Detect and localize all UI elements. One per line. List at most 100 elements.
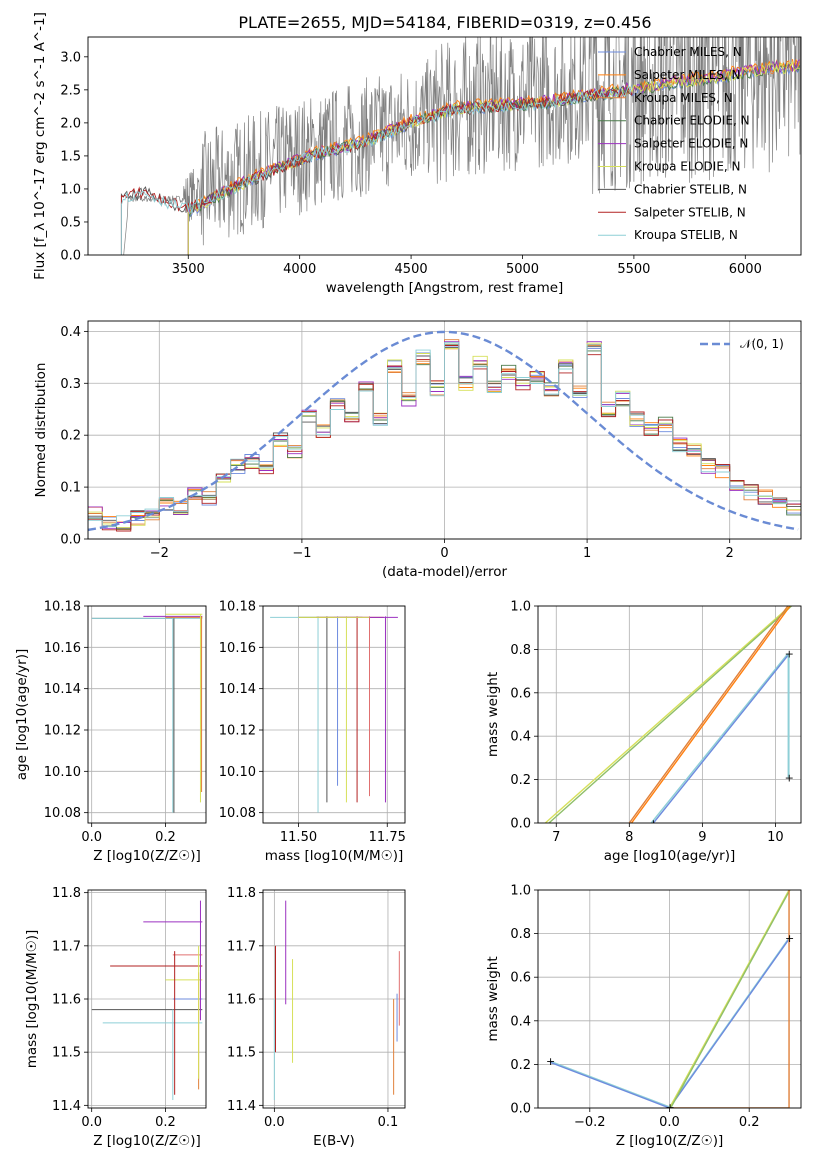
y-axis-label: mass [log10(M/M☉)] <box>24 930 40 1069</box>
legend-label: Kroupa STELIB, N <box>634 228 738 242</box>
point-marker: + <box>785 648 794 661</box>
x-axis-label: wavelength [Angstrom, rest frame] <box>326 280 564 296</box>
x-tick-label: 0 <box>440 546 448 561</box>
panel-background <box>263 606 405 823</box>
mass-weight-line <box>544 606 791 823</box>
x-ticks: −2 −1 0 1 2 <box>150 539 734 561</box>
panel-8: −0.2 0.0 0.2 0.0 0.2 0.4 0.6 0.8 1.0 + + + Z [log10(… <box>485 884 802 1149</box>
y-tick-label: 10.14 <box>44 682 81 697</box>
model-spectrum-line <box>120 84 633 255</box>
legend-label: Salpeter ELODIE, N <box>634 137 748 151</box>
y-tick-label: 0.8 <box>510 643 531 658</box>
y-tick-label: 0.6 <box>510 686 531 701</box>
y-ticks: 10.08 10.10 10.12 10.14 10.16 10.18 <box>44 600 88 821</box>
y-tick-label: 0.2 <box>60 429 81 444</box>
y-tick-label: 10.16 <box>44 641 81 656</box>
y-ticks: 10.08 10.10 10.12 10.14 10.16 10.18 <box>219 600 263 821</box>
mass-weight-line <box>549 1060 670 1108</box>
legend: 𝒩(0, 1) <box>700 337 784 351</box>
x-axis-label: mass [log10(M/M☉)] <box>265 848 404 864</box>
x-tick-label: 4000 <box>283 262 316 277</box>
mass-weight-line <box>628 606 789 823</box>
y-tick-label: 10.08 <box>219 806 256 821</box>
legend-label: Chabrier MILES, N <box>634 45 742 59</box>
y-axis-label: age [log10(age/yr)] <box>14 649 30 781</box>
plot-area <box>88 330 801 539</box>
panel-frame <box>87 889 207 1109</box>
plot-area <box>120 37 801 255</box>
x-tick-label: 1 <box>583 546 591 561</box>
x-tick-label: 0.0 <box>264 1115 285 1130</box>
y-axis-label: Normed distribution <box>33 363 49 498</box>
y-tick-label: 11.6 <box>227 993 256 1008</box>
point-marker: + <box>546 1055 555 1068</box>
panel-7: 0.0 0.1 11.4 11.5 11.6 11.7 11.8 E(B-V) <box>227 886 406 1149</box>
y-tick-label: 1.0 <box>510 884 531 899</box>
legend-label: Kroupa ELODIE, N <box>634 160 741 174</box>
x-axis-label: Z [log10(Z/Z☉)] <box>93 848 201 864</box>
y-tick-label: 10.10 <box>219 765 256 780</box>
x-ticks: −0.2 0.0 0.2 <box>574 1108 760 1130</box>
x-ticks: 3500 4000 4500 5000 5500 6000 <box>172 255 762 277</box>
y-tick-label: 0.6 <box>510 971 531 986</box>
x-tick-label: 0.0 <box>81 1115 102 1130</box>
panel-frame <box>262 605 406 824</box>
y-axis-label: mass weight <box>485 956 501 1041</box>
y-ticks: 0.0 0.5 1.0 1.5 2.0 2.5 3.0 <box>60 50 88 264</box>
y-tick-label: 10.18 <box>44 600 81 615</box>
panel-frame <box>537 889 802 1109</box>
y-tick-label: 11.6 <box>52 993 81 1008</box>
y-tick-label: 0.0 <box>510 817 531 832</box>
panel-background <box>88 37 801 255</box>
y-tick-label: 0.0 <box>60 249 81 264</box>
x-tick-label: 0.0 <box>81 830 102 845</box>
mass-weight-line <box>652 653 790 823</box>
y-tick-label: 0.0 <box>510 1102 531 1117</box>
y-ticks: 0.0 0.2 0.4 0.6 0.8 1.0 <box>510 884 538 1117</box>
x-tick-label: 3500 <box>172 262 205 277</box>
y-tick-label: 11.5 <box>52 1046 81 1061</box>
y-tick-label: 11.8 <box>227 886 256 901</box>
panel-frame <box>87 605 207 824</box>
x-tick-label: 5000 <box>506 262 539 277</box>
x-tick-label: 0.2 <box>739 1115 760 1130</box>
y-tick-label: 11.7 <box>52 939 81 954</box>
y-tick-label: 0.4 <box>60 325 81 340</box>
legend-label: Chabrier STELIB, N <box>634 182 747 196</box>
y-tick-label: 0.5 <box>60 215 81 230</box>
x-tick-label: 0.2 <box>155 830 176 845</box>
y-tick-label: 0.4 <box>510 1014 531 1029</box>
y-tick-label: 3.0 <box>60 50 81 65</box>
x-axis-label: Z [log10(Z/Z☉)] <box>616 1133 724 1149</box>
y-axis-label: Flux [f_λ 10^-17 erg cm^-2 s^-1 A^-1] <box>32 12 48 280</box>
y-tick-label: 11.4 <box>52 1099 81 1114</box>
plot-area: + + + <box>544 606 794 823</box>
x-tick-label: 0.2 <box>155 1115 176 1130</box>
y-tick-label: 10.12 <box>44 724 81 739</box>
x-axis-label: (data-model)/error <box>382 564 508 580</box>
x-tick-label: 7 <box>552 830 560 845</box>
y-tick-label: 10.16 <box>219 641 256 656</box>
x-tick-label: 8 <box>625 830 633 845</box>
mass-weight-line <box>650 653 789 823</box>
y-ticks: 0.0 0.1 0.2 0.3 0.4 <box>60 325 88 548</box>
y-tick-label: 0.2 <box>510 773 531 788</box>
legend-label: 𝒩(0, 1) <box>740 337 784 351</box>
legend-label: Salpeter STELIB, N <box>634 205 746 219</box>
x-tick-label: −1 <box>292 546 311 561</box>
y-tick-label: 0.2 <box>510 1058 531 1073</box>
panel-frame <box>87 320 802 540</box>
legend: Chabrier MILES, N Salpeter MILES, N Kroupa… <box>598 45 750 242</box>
x-axis-label: age [log10(age/yr)] <box>604 848 736 864</box>
y-tick-label: 0.4 <box>510 730 531 745</box>
y-tick-label: 11.7 <box>227 939 256 954</box>
gaussian-curve <box>88 330 799 532</box>
y-tick-label: 2.0 <box>60 116 81 131</box>
y-tick-label: 11.4 <box>227 1099 256 1114</box>
observed-spectrum-line <box>123 37 801 255</box>
point-marker: + <box>785 932 794 945</box>
legend-label: Kroupa MILES, N <box>634 91 733 105</box>
x-ticks: 0.0 0.1 <box>264 1108 398 1130</box>
panel-5: 7 8 9 10 0.0 0.2 0.4 0.6 0.8 1.0 + + + age [log10(age… <box>485 600 802 864</box>
